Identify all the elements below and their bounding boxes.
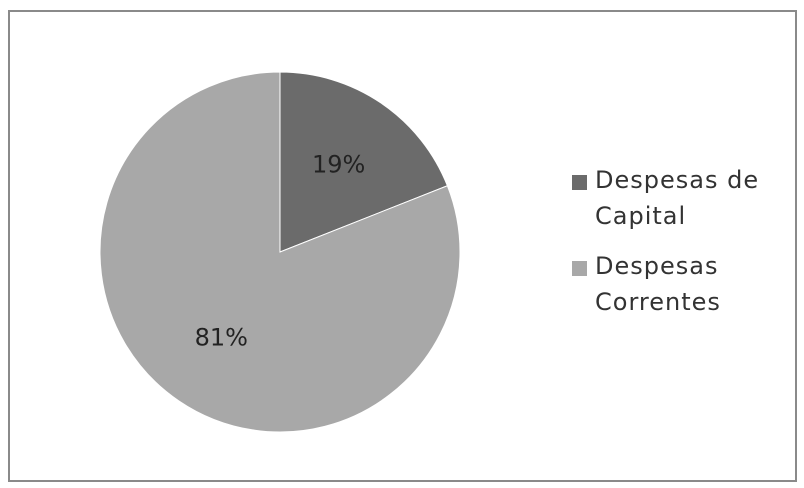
legend-swatch-despesas-correntes — [572, 261, 587, 276]
pie-slice-despesas-correntes — [99, 71, 461, 433]
pie-chart: 19% 81% — [99, 71, 461, 433]
legend-label-despesas-correntes: Despesas Correntes — [595, 252, 721, 316]
chart-frame: 19% 81% Despesas de Capital Despesas Corr… — [8, 10, 797, 482]
pie-slice-despesas-de-capital — [279, 71, 449, 253]
data-label-despesas-correntes: 81% — [195, 323, 248, 351]
legend: Despesas de Capital Despesas Correntes — [572, 162, 797, 334]
legend-item-despesas-correntes: Despesas Correntes — [572, 248, 797, 320]
data-label-despesas-de-capital: 19% — [312, 151, 365, 179]
legend-item-despesas-de-capital: Despesas de Capital — [572, 162, 797, 234]
legend-swatch-despesas-de-capital — [572, 175, 587, 190]
legend-label-despesas-de-capital: Despesas de Capital — [595, 166, 760, 230]
